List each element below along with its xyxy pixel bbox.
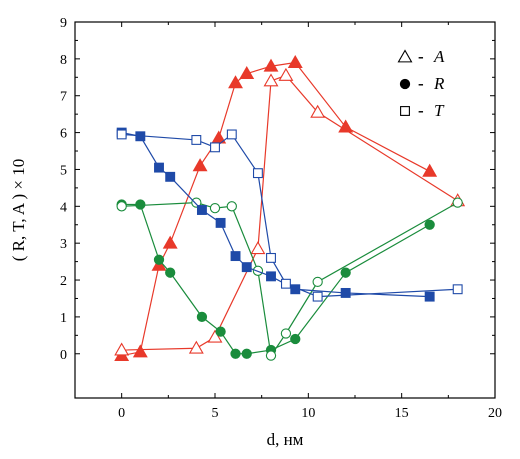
y-tick-label: 5 xyxy=(60,163,67,178)
series-triangle-filled xyxy=(114,54,438,362)
data-point xyxy=(287,54,303,68)
legend-label: T xyxy=(434,101,445,120)
series-line xyxy=(121,131,430,298)
data-point xyxy=(188,340,204,354)
legend-label: R xyxy=(433,74,445,93)
legend-marker xyxy=(400,106,410,116)
data-point xyxy=(280,328,292,339)
data-point xyxy=(228,75,243,89)
data-point xyxy=(340,287,351,298)
data-point xyxy=(162,235,178,249)
series-line xyxy=(121,74,458,351)
data-point xyxy=(226,129,237,140)
y-tick-label: 6 xyxy=(60,127,67,142)
data-point xyxy=(196,311,208,323)
data-point xyxy=(116,201,127,212)
data-point xyxy=(154,162,164,173)
data-point xyxy=(250,241,266,255)
data-point xyxy=(209,203,221,214)
axes: 0 5 10 15 20 0 1 2 3 4 5 6 7 8 9 xyxy=(60,16,502,421)
series-line xyxy=(121,203,430,355)
data-point xyxy=(116,129,127,140)
legend-marker xyxy=(397,49,413,63)
data-point xyxy=(252,168,263,179)
data-point xyxy=(230,251,241,262)
data-point xyxy=(241,348,252,359)
y-tick-label: 4 xyxy=(60,200,67,215)
legend-dash: - xyxy=(418,74,424,93)
data-point xyxy=(191,135,202,145)
data-point xyxy=(215,217,226,228)
data-point xyxy=(265,350,277,361)
data-point xyxy=(312,276,323,288)
data-point xyxy=(165,171,176,182)
data-point xyxy=(239,65,255,80)
data-point xyxy=(424,291,435,302)
data-point xyxy=(192,158,208,172)
data-point xyxy=(191,197,202,208)
data-point xyxy=(114,342,130,356)
data-point xyxy=(424,219,435,230)
data-point xyxy=(226,201,237,212)
series-triangle-open xyxy=(114,67,466,356)
data-point xyxy=(196,205,207,215)
series-square-filled xyxy=(116,127,435,302)
series-line xyxy=(121,61,430,357)
data-point xyxy=(290,333,301,345)
y-tick-label: 7 xyxy=(60,90,67,105)
data-point xyxy=(215,326,226,337)
x-tick-label: 0 xyxy=(118,406,125,421)
legend-entry: -R xyxy=(399,74,445,93)
data-point xyxy=(310,104,326,118)
y-tick-label: 0 xyxy=(60,348,67,363)
legend-dash: - xyxy=(418,101,424,120)
legend: - A- R- T xyxy=(397,47,445,120)
data-point xyxy=(165,267,176,278)
y-tick-label: 8 xyxy=(60,53,67,68)
data-point xyxy=(263,58,279,72)
data-point xyxy=(132,344,148,358)
plot-frame xyxy=(74,21,496,399)
data-point xyxy=(207,329,223,343)
x-tick-label: 10 xyxy=(301,406,315,421)
y-axis-title: ( R, T, A ) × 10 xyxy=(9,159,28,261)
x-axis-title: d, нм xyxy=(267,430,304,449)
y-tick-label: 9 xyxy=(60,16,67,31)
legend-entry: -A xyxy=(397,47,445,66)
data-point xyxy=(230,348,241,359)
data-point xyxy=(422,163,438,177)
y-tick-label: 2 xyxy=(60,274,67,289)
x-tick-label: 15 xyxy=(395,406,409,421)
legend-dash: - xyxy=(418,47,424,66)
series-layer xyxy=(114,54,466,362)
legend-entry: -T xyxy=(400,101,445,120)
data-point xyxy=(210,142,220,153)
data-point xyxy=(278,67,294,81)
data-point xyxy=(266,252,276,263)
y-tick-label: 3 xyxy=(60,237,67,252)
data-point xyxy=(312,291,323,302)
x-tick-label: 20 xyxy=(488,406,502,421)
data-point xyxy=(340,267,351,278)
data-point xyxy=(452,284,463,295)
data-point xyxy=(266,271,276,282)
data-point xyxy=(135,199,146,210)
data-point xyxy=(153,254,165,265)
y-tick-label: 1 xyxy=(60,311,67,326)
series-square-open xyxy=(116,129,463,302)
data-point xyxy=(338,119,354,133)
data-point xyxy=(280,278,291,289)
legend-marker xyxy=(399,78,411,90)
data-point xyxy=(263,73,279,87)
legend-label: A xyxy=(433,47,445,66)
series-circle-open xyxy=(116,197,463,361)
data-point xyxy=(241,262,252,273)
data-point xyxy=(452,197,463,208)
x-tick-label: 5 xyxy=(212,406,219,421)
